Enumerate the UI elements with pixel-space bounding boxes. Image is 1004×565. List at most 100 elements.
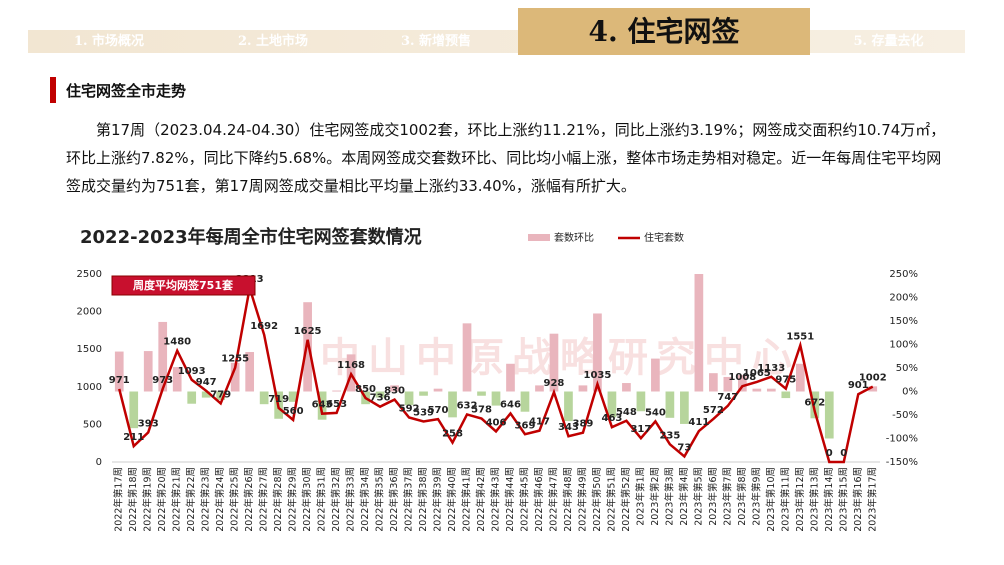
data-label: 417: [529, 417, 550, 428]
x-tick-label: 2023年第2周: [649, 467, 661, 526]
bar: [810, 391, 820, 419]
data-label: 973: [152, 375, 173, 386]
data-label: 1480: [163, 337, 191, 348]
section-marker: [50, 77, 56, 103]
y2-tick-label: 150%: [889, 316, 918, 327]
bar: [317, 391, 327, 420]
data-label: 653: [326, 399, 347, 410]
bar: [158, 321, 168, 392]
data-label: 1692: [250, 321, 278, 332]
bar: [766, 388, 776, 392]
x-tick-label: 2023年第13周: [808, 467, 820, 532]
data-label: 211: [123, 432, 144, 443]
tab[interactable]: 2. 土地市场: [237, 34, 309, 49]
data-label: 592: [399, 403, 420, 414]
data-label: 646: [500, 399, 521, 410]
y-tick-label: 1500: [77, 344, 102, 355]
data-label: 779: [210, 389, 231, 400]
chart-title: 2022-2023年每周全市住宅网签套数情况: [80, 226, 422, 248]
data-label: 343: [558, 422, 579, 433]
data-label: 928: [544, 378, 565, 389]
x-tick-label: 2022年第35周: [374, 467, 386, 532]
x-tick-label: 2022年第23周: [200, 467, 212, 532]
data-label: 570: [428, 405, 449, 416]
x-tick-label: 2022年第43周: [490, 467, 502, 532]
bar: [201, 391, 211, 398]
bar: [694, 274, 704, 392]
y-tick-label: 500: [83, 419, 102, 430]
tab[interactable]: 3. 新增预售: [400, 34, 472, 49]
bar: [332, 390, 341, 392]
x-tick-label: 2022年第30周: [301, 467, 313, 532]
bar: [607, 391, 617, 418]
x-tick-label: 2022年第19周: [142, 467, 154, 532]
bar: [824, 391, 834, 439]
data-label: 572: [703, 405, 724, 416]
data-label: 1065: [743, 368, 771, 379]
bar: [288, 391, 298, 402]
x-tick-label: 2022年第38周: [417, 467, 429, 532]
bar: [129, 391, 139, 429]
bar: [375, 391, 385, 398]
x-tick-label: 2022年第52周: [620, 467, 632, 532]
x-tick-label: 2023年第17周: [866, 467, 878, 532]
data-label: 539: [413, 407, 434, 418]
bar: [230, 362, 240, 392]
paragraph: 第17周（2023.04.24-04.30）住宅网签成交1002套，环比上涨约1…: [66, 121, 946, 195]
x-tick-label: 2023年第8周: [736, 467, 748, 526]
bar: [564, 391, 573, 422]
x-tick-label: 2023年第16周: [852, 467, 864, 532]
tab-active[interactable]: 4. 住宅网签: [518, 8, 810, 55]
x-tick-label: 2022年第49周: [576, 467, 588, 532]
data-label: 850: [355, 384, 376, 395]
data-label: 1093: [178, 366, 206, 377]
x-tick-label: 2022年第47周: [547, 467, 559, 532]
x-tick-label: 2023年第10周: [765, 467, 777, 532]
bar: [114, 351, 124, 392]
tab[interactable]: 1. 市场概况: [73, 34, 145, 49]
y2-tick-label: 50%: [896, 363, 918, 374]
data-label: 393: [138, 418, 159, 429]
bar: [419, 391, 428, 396]
data-label: 971: [109, 375, 130, 386]
legend-swatch: [528, 234, 550, 241]
y-tick-label: 2500: [77, 269, 102, 280]
data-label: 578: [471, 405, 492, 416]
bar: [172, 367, 182, 392]
bar: [549, 333, 559, 392]
x-tick-label: 2022年第51周: [605, 467, 617, 532]
y2-tick-label: 250%: [889, 269, 918, 280]
data-label: 901: [848, 380, 869, 391]
x-tick-label: 2022年第45周: [518, 467, 530, 532]
x-tick-label: 2022年第17周: [113, 467, 125, 532]
x-tick-label: 2022年第28周: [272, 467, 284, 532]
data-label: 632: [457, 400, 478, 411]
y2-tick-label: 0%: [902, 387, 918, 398]
bar: [303, 302, 312, 392]
data-label: 747: [717, 392, 738, 403]
data-label: 317: [630, 424, 651, 435]
x-tick-label: 2022年第25周: [229, 467, 241, 532]
y2-tick-label: 100%: [889, 340, 918, 351]
data-label: 719: [268, 394, 289, 405]
x-tick-label: 2022年第27周: [258, 467, 270, 532]
x-tick-label: 2022年第22周: [185, 467, 197, 532]
x-tick-label: 2022年第50周: [591, 467, 603, 532]
tab[interactable]: 5. 存量去化: [853, 34, 924, 49]
x-tick-label: 2023年第3周: [663, 467, 675, 526]
bar: [259, 391, 269, 405]
x-tick-label: 2022年第41周: [461, 467, 473, 532]
bar: [404, 391, 414, 406]
bar: [636, 391, 646, 412]
data-label: 406: [486, 417, 507, 428]
bar: [752, 388, 762, 392]
bar: [709, 373, 718, 392]
x-tick-label: 2022年第26周: [243, 467, 255, 532]
x-tick-label: 2023年第9周: [750, 467, 762, 526]
bar: [737, 375, 747, 392]
annotation-box: [111, 275, 256, 296]
bar: [143, 351, 153, 392]
y-tick-label: 2000: [77, 307, 102, 318]
y2-tick-label: -150%: [886, 457, 918, 468]
y2-tick-label: -50%: [892, 410, 918, 421]
